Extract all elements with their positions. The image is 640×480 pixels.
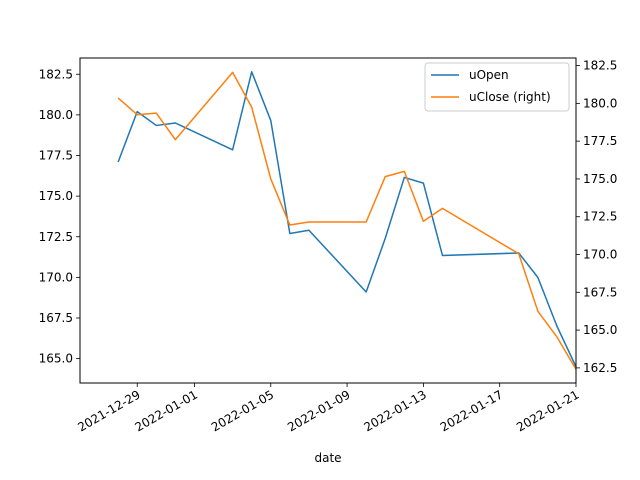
x-tick-label: 2022-01-05 <box>209 387 276 434</box>
left-tick-label: 165.0 <box>39 352 73 366</box>
right-tick-label: 165.0 <box>583 323 617 337</box>
legend: uOpen uClose (right) <box>424 62 570 112</box>
right-tick-label: 172.5 <box>583 210 617 224</box>
legend-label: uOpen <box>469 68 509 82</box>
legend-label: uClose (right) <box>469 90 551 104</box>
left-tick-label: 182.5 <box>39 67 73 81</box>
left-tick-label: 175.0 <box>39 189 73 203</box>
right-tick-label: 177.5 <box>583 134 617 148</box>
right-tick-label: 182.5 <box>583 59 617 73</box>
x-tick-label: 2022-01-21 <box>514 387 581 434</box>
x-tick-label: 2021-12-29 <box>75 387 142 434</box>
x-tick-label: 2022-01-01 <box>133 387 200 434</box>
left-tick-label: 177.5 <box>39 149 73 163</box>
left-tick-label: 170.0 <box>39 270 73 284</box>
series-line-2 <box>117 71 577 370</box>
x-tick-label: 2022-01-09 <box>285 387 352 434</box>
series-layer <box>117 71 577 370</box>
left-tick-label: 167.5 <box>39 311 73 325</box>
legend-box <box>424 62 570 112</box>
left-tick-label: 172.5 <box>39 230 73 244</box>
right-tick-label: 180.0 <box>583 96 617 110</box>
right-tick-label: 162.5 <box>583 361 617 375</box>
x-tick-label: 2022-01-13 <box>361 387 428 434</box>
left-y-axis: 165.0 167.5 170.0 172.5 175.0 177.5 180.0 182.5 <box>39 67 80 366</box>
right-y-axis: 162.5 165.0 167.5 170.0 172.5 175.0 177.5 180.0… <box>576 59 617 375</box>
left-tick-label: 180.0 <box>39 108 73 122</box>
series-line-1 <box>117 71 577 368</box>
x-axis-label: date <box>314 451 341 465</box>
plot-frame <box>79 57 577 384</box>
right-tick-label: 175.0 <box>583 172 617 186</box>
right-tick-label: 170.0 <box>583 248 617 262</box>
right-tick-label: 167.5 <box>583 285 617 299</box>
x-tick-label: 2022-01-17 <box>438 387 505 434</box>
